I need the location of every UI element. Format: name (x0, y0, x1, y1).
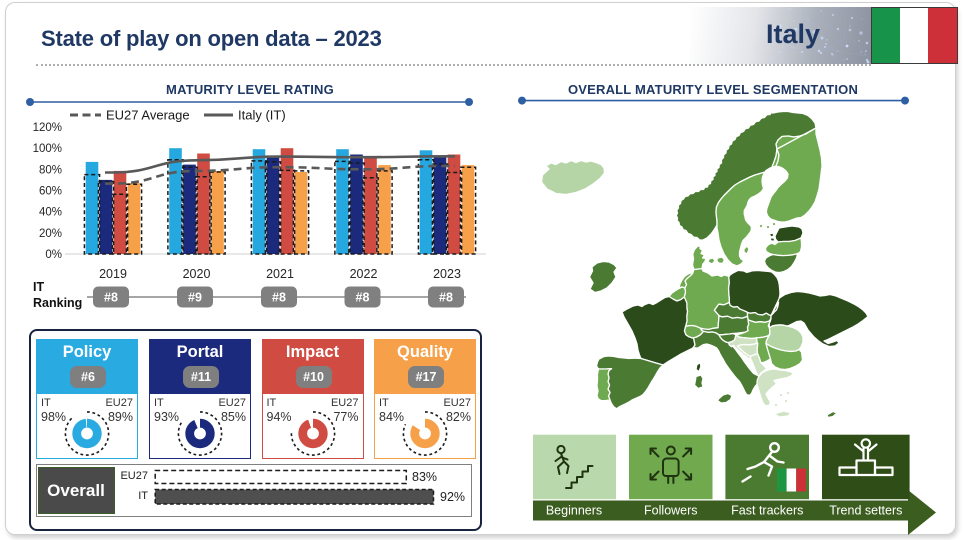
svg-text:#8: #8 (356, 291, 370, 305)
svg-text:80%: 80% (39, 164, 62, 176)
svg-text:Italy (IT): Italy (IT) (238, 108, 286, 123)
svg-text:92%: 92% (440, 490, 465, 504)
svg-text:2021: 2021 (266, 267, 294, 281)
svg-text:120%: 120% (33, 122, 62, 134)
svg-text:2020: 2020 (183, 267, 211, 281)
svg-text:Trend setters: Trend setters (829, 504, 902, 518)
svg-text:EU27 Average: EU27 Average (106, 108, 190, 123)
svg-text:2019: 2019 (99, 267, 127, 281)
svg-text:#9: #9 (188, 291, 202, 305)
svg-text:#8: #8 (272, 291, 286, 305)
svg-text:2023: 2023 (433, 267, 461, 281)
svg-text:0%: 0% (45, 249, 62, 261)
svg-text:20%: 20% (39, 228, 62, 240)
svg-text:Fast trackers: Fast trackers (731, 504, 803, 518)
svg-text:2022: 2022 (350, 267, 378, 281)
svg-text:Followers: Followers (644, 504, 698, 518)
svg-text:#8: #8 (439, 291, 453, 305)
svg-text:#8: #8 (104, 291, 118, 305)
svg-text:40%: 40% (39, 207, 62, 219)
svg-text:83%: 83% (412, 470, 437, 484)
svg-text:100%: 100% (33, 143, 62, 155)
svg-text:60%: 60% (39, 186, 62, 198)
svg-text:Beginners: Beginners (546, 504, 602, 518)
